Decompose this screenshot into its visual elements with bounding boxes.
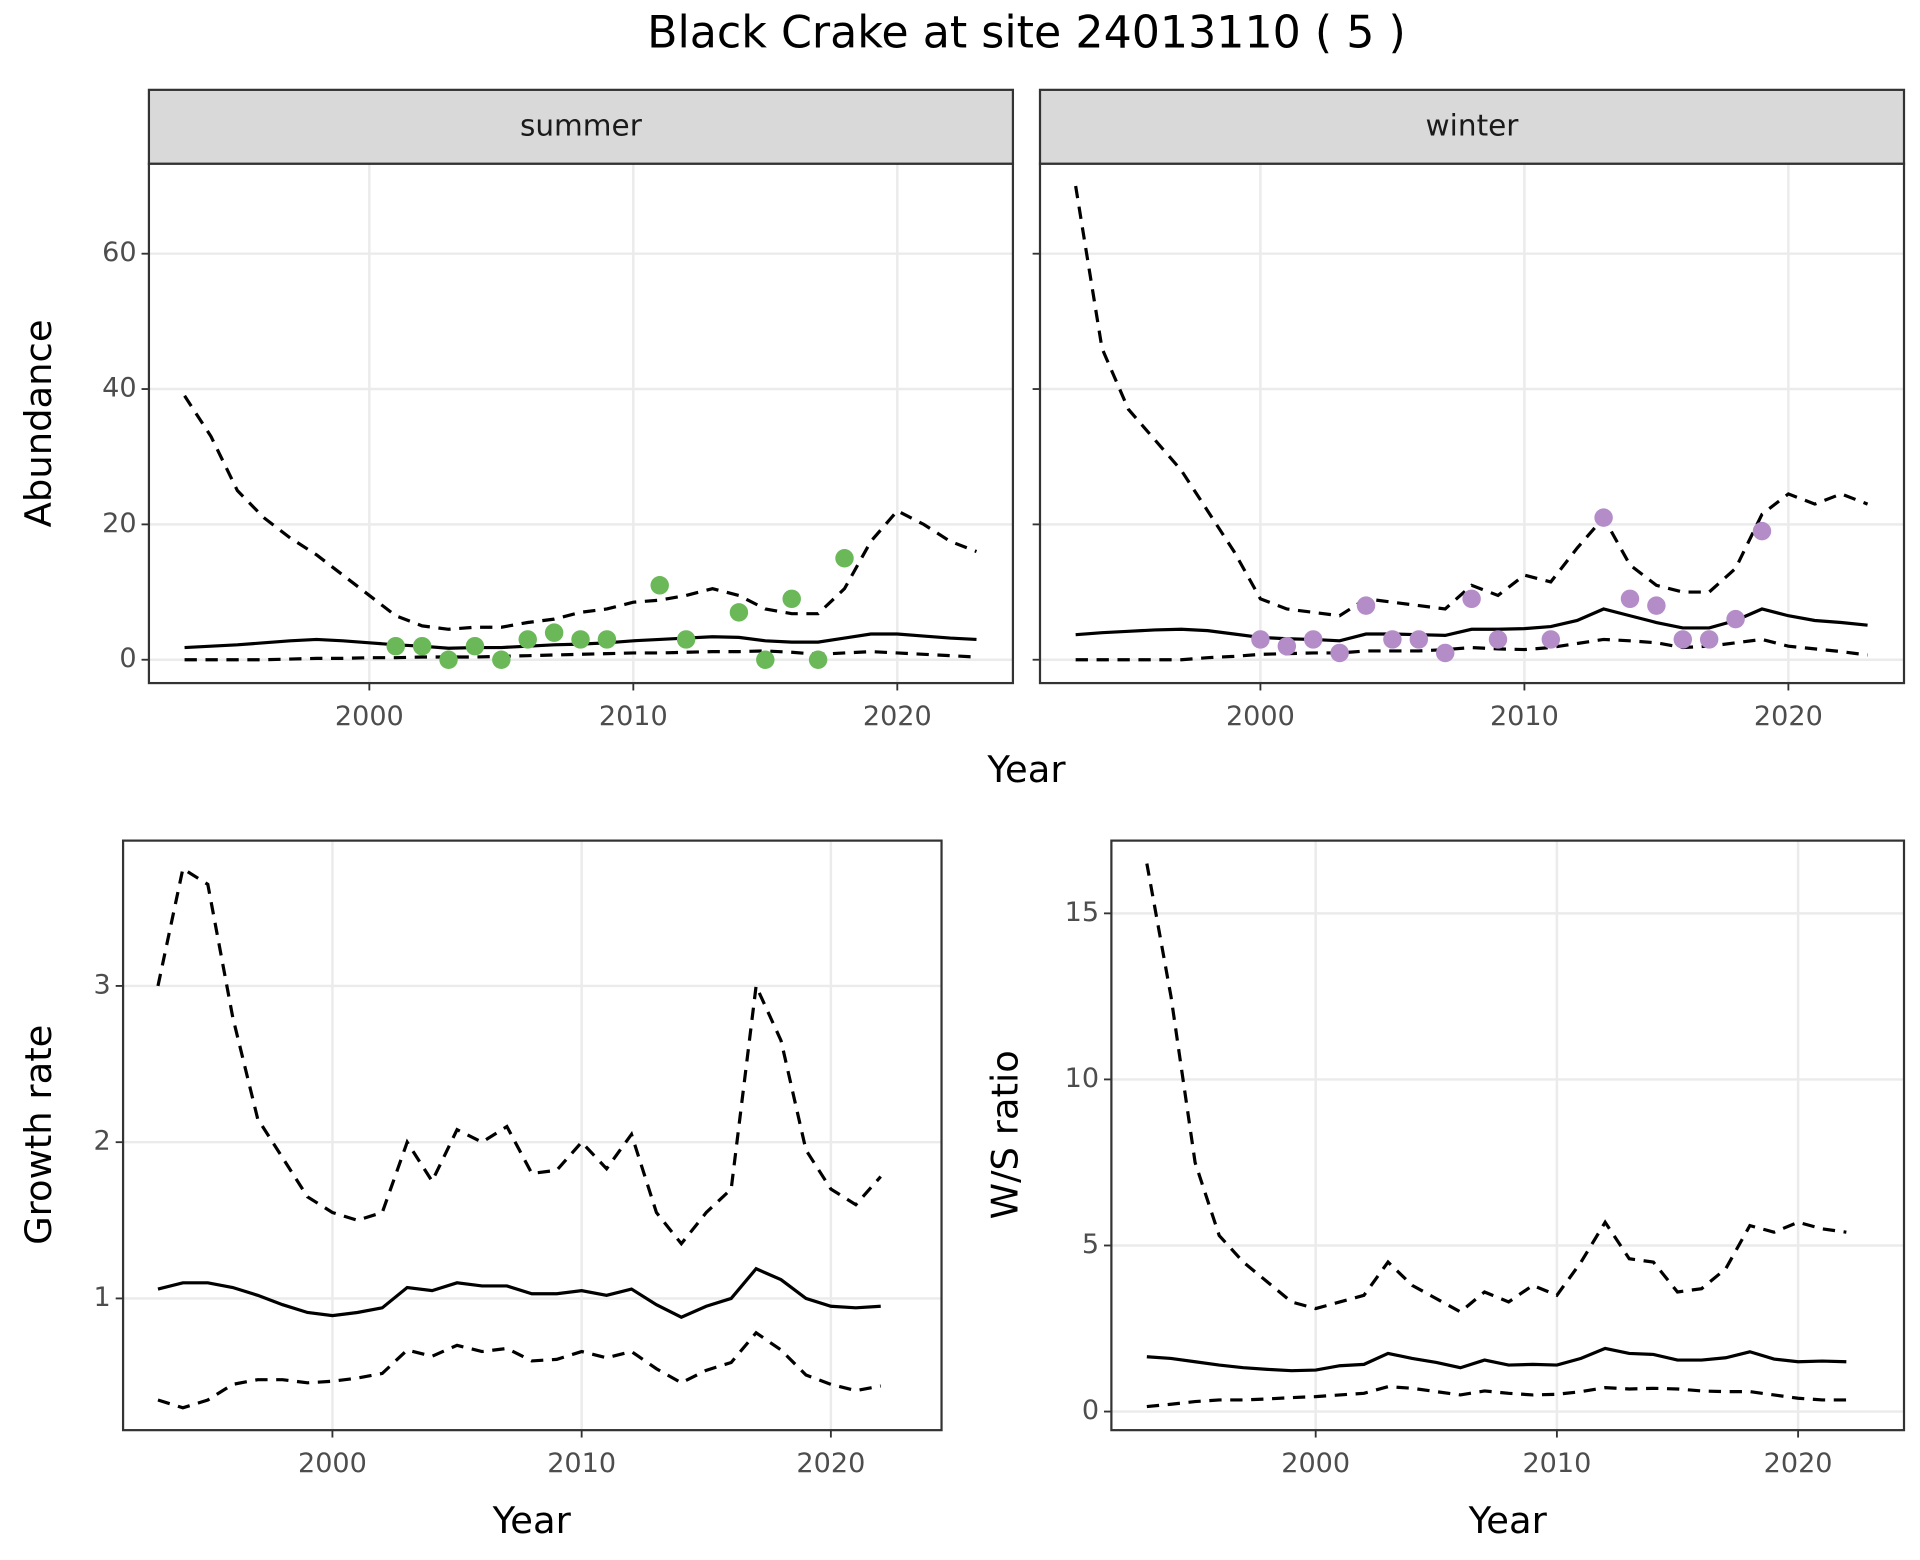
point (386, 636, 405, 656)
x-axis-label: Year (1468, 1499, 1548, 1542)
x-tick-label: 2000 (1226, 701, 1295, 732)
x-tick-label: 2020 (863, 701, 932, 732)
point (571, 630, 590, 649)
y-axis-label: Growth rate (17, 1025, 60, 1245)
x-axis-label: Year (492, 1499, 572, 1542)
line (156, 866, 882, 1247)
point (597, 630, 617, 649)
point (835, 548, 854, 568)
panel-border (1110, 839, 1906, 1432)
line (184, 649, 977, 662)
point (518, 630, 537, 649)
point (544, 623, 564, 642)
point (1277, 636, 1297, 656)
panel: 0 5 10 15 2000 2010 2020 W/S ratio Year (983, 839, 1906, 1542)
strip-label: winter (1426, 108, 1520, 142)
y-axis-label: Abundance (17, 319, 60, 527)
line (1074, 185, 1869, 618)
point (1409, 630, 1429, 649)
x-tick-label: 2010 (547, 1448, 616, 1479)
panel: 2000 2010 2020 winter (1032, 88, 1906, 732)
point (412, 636, 432, 656)
y-axis-label: W/S ratio (983, 1050, 1026, 1219)
y-tick-label: 60 (102, 237, 136, 268)
x-axis-label: Year (986, 748, 1066, 791)
line (1146, 1385, 1847, 1409)
panel: 0 20 40 60 2000 2010 2020 summer Abundance Year (17, 88, 1066, 791)
point (782, 589, 801, 609)
point (756, 650, 775, 669)
y-tick-label: 1 (94, 1282, 111, 1313)
point (1330, 643, 1349, 663)
point (729, 603, 749, 622)
point (808, 650, 828, 669)
line (1146, 1346, 1847, 1373)
x-tick-label: 2010 (599, 701, 668, 732)
panel-background (148, 163, 1013, 684)
x-tick-label: 2000 (335, 701, 404, 732)
line (1075, 637, 1868, 662)
y-tick-label: 3 (94, 969, 111, 1000)
strip (1038, 88, 1906, 165)
point (1488, 630, 1508, 649)
point (465, 636, 485, 656)
point (1699, 630, 1719, 649)
point (1303, 630, 1323, 649)
x-tick-label: 2020 (796, 1448, 865, 1479)
line (183, 394, 978, 631)
x-tick-label: 2010 (1490, 701, 1559, 732)
line (1145, 863, 1847, 1314)
y-tick-label: 15 (1065, 897, 1099, 928)
point (1383, 630, 1402, 649)
point (492, 650, 511, 669)
point (1435, 643, 1455, 663)
point (1462, 589, 1481, 609)
strip-label: summer (520, 108, 643, 142)
panel-border (121, 839, 943, 1432)
x-tick-label: 2020 (1764, 1448, 1833, 1479)
x-tick-label: 2020 (1754, 701, 1823, 732)
y-tick-label: 40 (102, 373, 136, 404)
y-tick-label: 20 (102, 508, 136, 539)
x-tick-label: 2010 (1522, 1448, 1591, 1479)
panel-background (123, 840, 942, 1431)
point (650, 576, 669, 595)
y-tick-label: 0 (1082, 1395, 1099, 1426)
point (1620, 589, 1640, 609)
point (1647, 596, 1666, 615)
point (1752, 521, 1772, 541)
x-tick-label: 2000 (298, 1448, 367, 1479)
x-tick-label: 2000 (1281, 1448, 1350, 1479)
y-tick-label: 10 (1065, 1063, 1099, 1094)
point (676, 630, 696, 649)
y-tick-label: 0 (119, 643, 136, 674)
point (1356, 596, 1376, 615)
line (157, 1330, 882, 1410)
strip (147, 88, 1015, 165)
point (1594, 508, 1613, 527)
y-tick-label: 2 (94, 1126, 111, 1157)
line (157, 1266, 881, 1319)
figure-title: Black Crake at site 24013110 ( 5 ) (647, 8, 1406, 59)
point (1726, 609, 1745, 629)
panel: 1 2 3 2000 2010 2020 Growth rate Year (17, 839, 943, 1542)
point (1673, 630, 1693, 649)
point (1541, 630, 1561, 649)
y-tick-label: 5 (1082, 1229, 1099, 1260)
point (1251, 630, 1270, 649)
panel-background (1111, 840, 1904, 1431)
point (439, 650, 458, 669)
